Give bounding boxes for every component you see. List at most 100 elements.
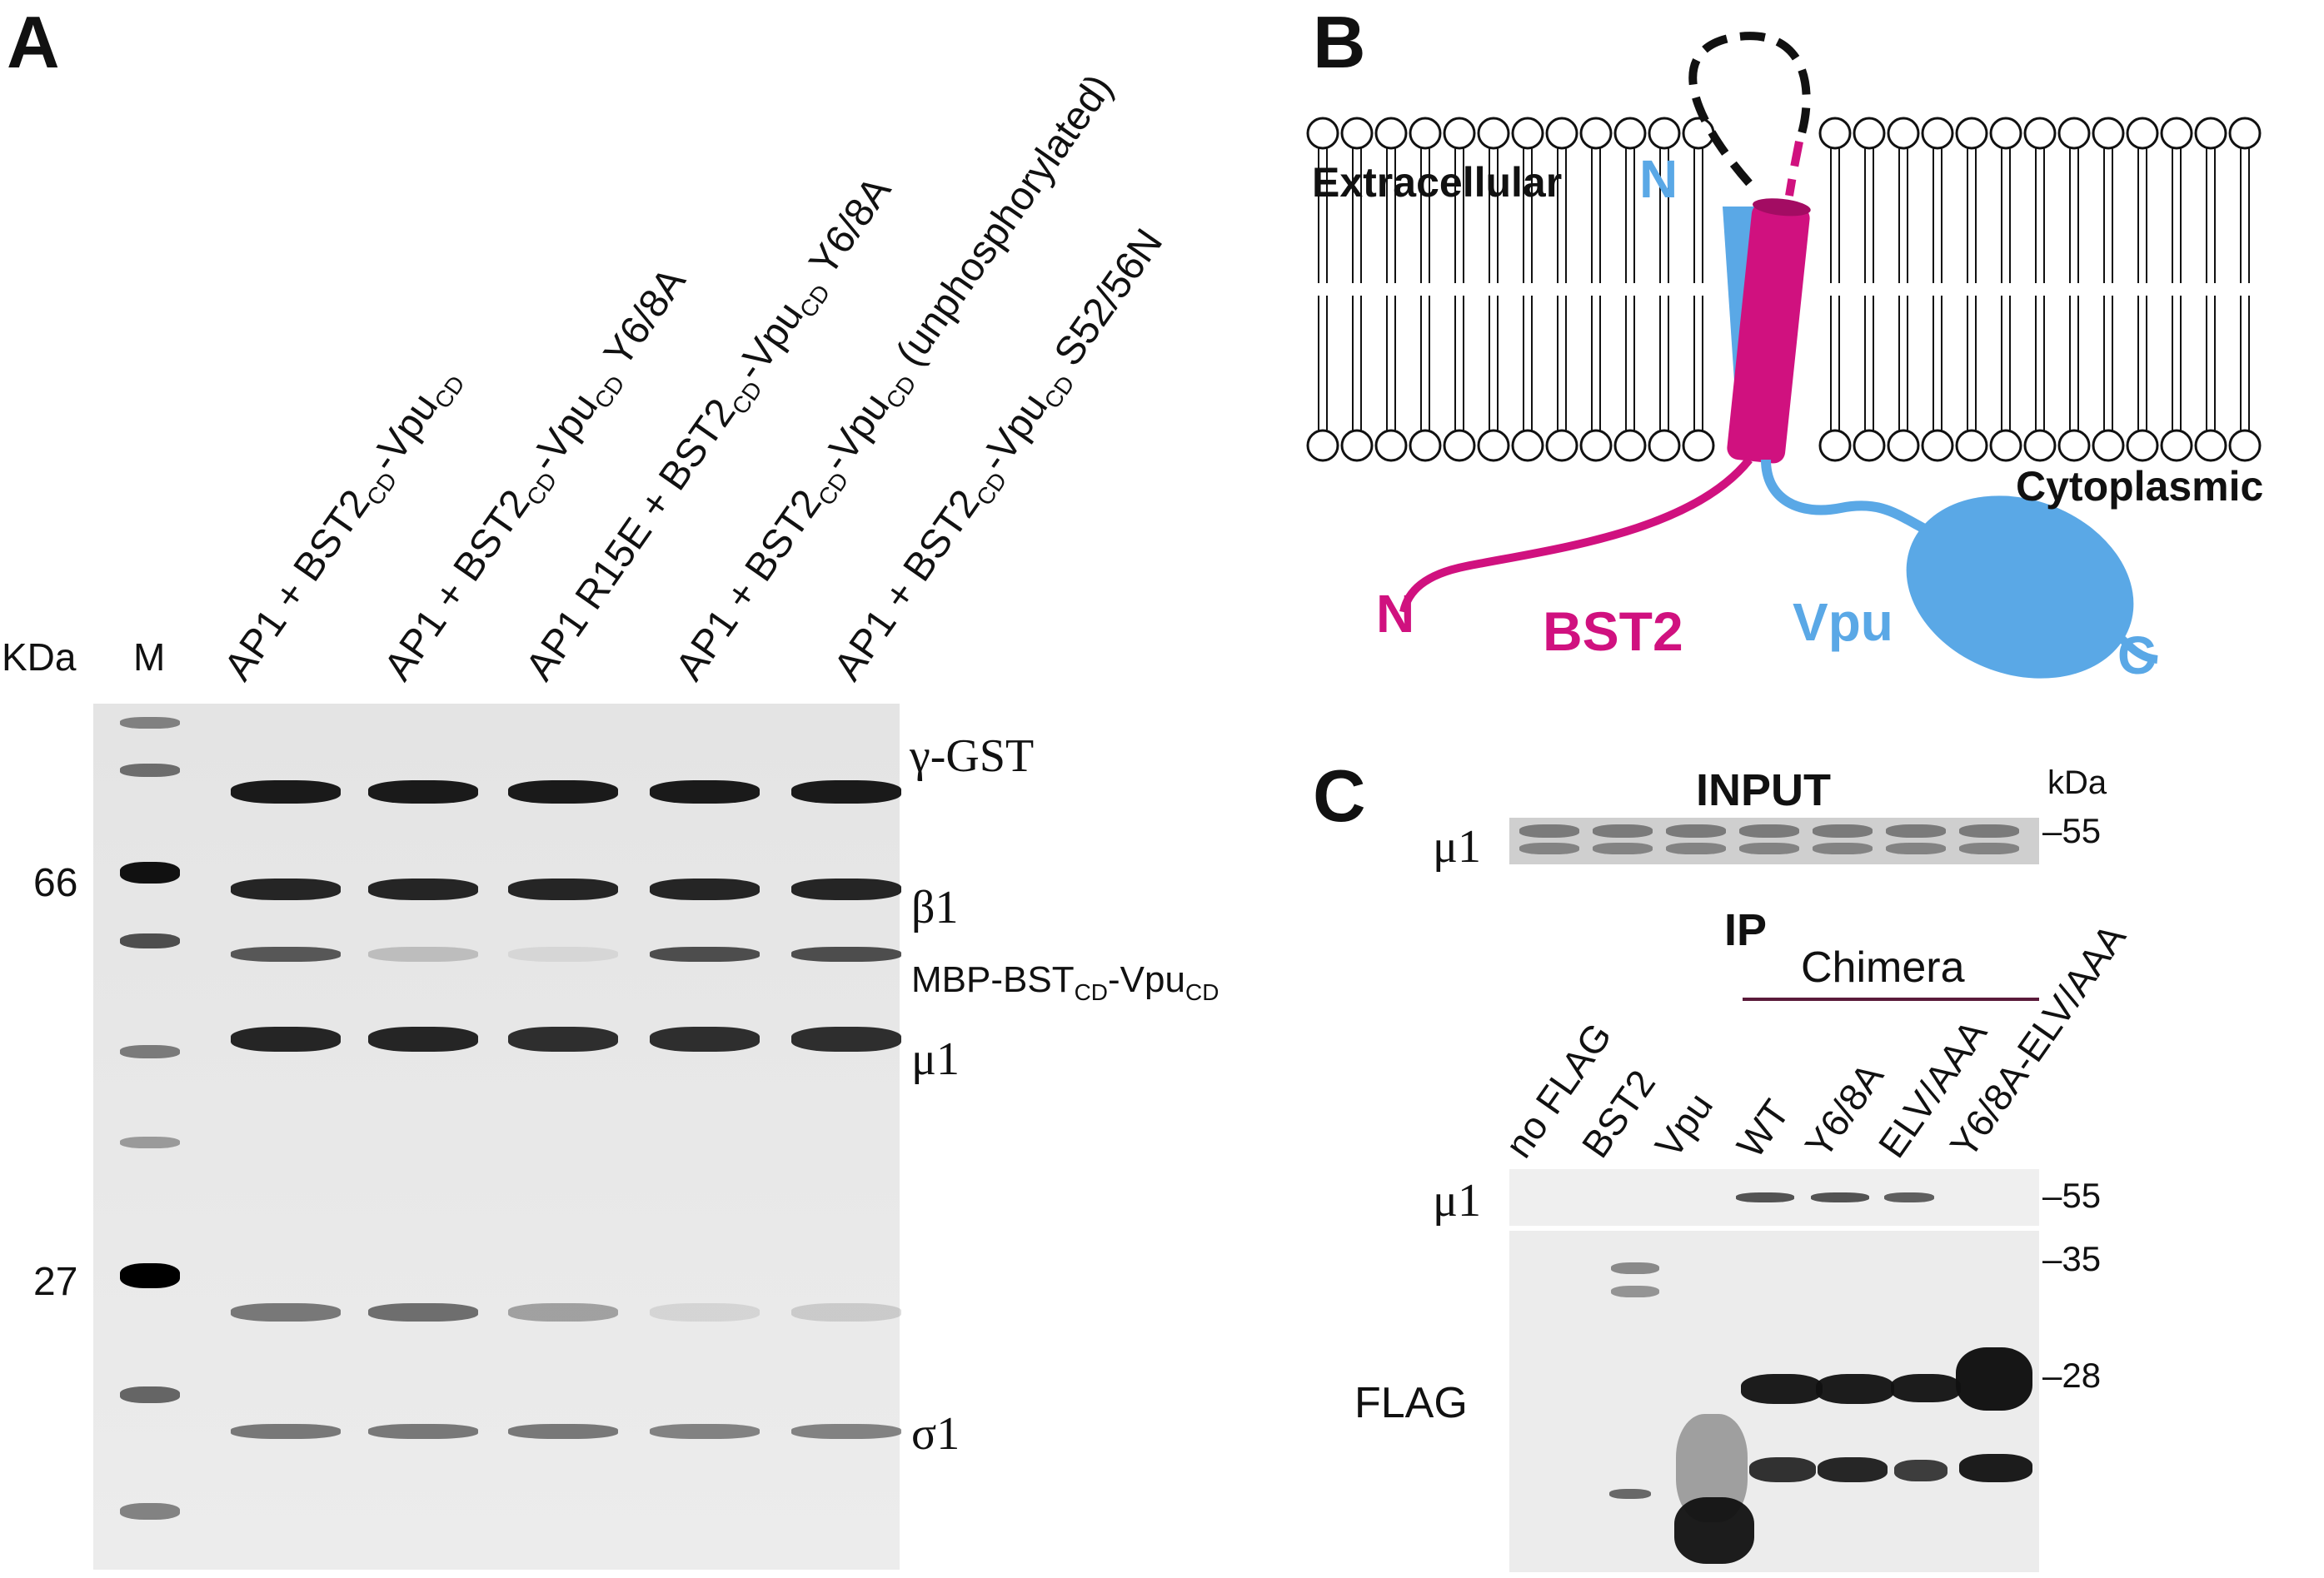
lipid-head	[2057, 429, 2091, 462]
input-blot	[1509, 818, 2039, 864]
lipid-head	[1887, 429, 1920, 462]
lipid-head	[1613, 117, 1647, 150]
lipid-head	[1955, 429, 1988, 462]
blot-band	[1519, 824, 1579, 838]
blot-band	[1959, 843, 2019, 854]
vpu-label: Vpu	[1793, 592, 1893, 652]
lane-label-a-5: AP1 + BST2CD-VpuCD S52/56N	[825, 221, 1175, 692]
blot-band	[1593, 843, 1653, 854]
gel-band	[231, 780, 341, 804]
lipid-head	[1853, 429, 1886, 462]
lane-label-c-4: WT	[1728, 1092, 1798, 1166]
bst2-transmembrane	[1727, 198, 1811, 464]
gel-band	[231, 1303, 341, 1322]
lipid-head	[1340, 429, 1374, 462]
blot-band	[1886, 843, 1946, 854]
blot-band	[1956, 1347, 2032, 1411]
sigma1-label: σ1	[911, 1408, 960, 1460]
lipid-head	[2126, 117, 2159, 150]
gel-band	[791, 1027, 901, 1052]
blot-band	[1959, 824, 2019, 838]
input-marker-55: –55	[2042, 811, 2102, 850]
lane-label-part: AP1 + BST2	[376, 481, 539, 689]
gel-band	[231, 1027, 341, 1052]
lipid-head	[1853, 117, 1886, 150]
blot-band	[1666, 843, 1726, 854]
marker-band	[120, 1137, 180, 1148]
mw-66: 66	[33, 861, 78, 905]
marker-band	[120, 717, 180, 729]
lipid-head	[1989, 117, 2022, 150]
gel-band	[650, 947, 760, 962]
lipid-head	[2023, 117, 2057, 150]
lipid-head	[1511, 429, 1544, 462]
lipid-head	[2092, 429, 2125, 462]
gel-band	[508, 1027, 618, 1052]
lipid-head	[2228, 117, 2262, 150]
lipid-bilayer	[1306, 117, 2262, 462]
lipid-head	[1545, 117, 1578, 150]
marker-band	[120, 1045, 180, 1058]
blot-band	[1894, 1460, 1947, 1481]
input-mu1-label: μ1	[1433, 821, 1482, 873]
kda-unit-label: kDa	[2047, 764, 2107, 801]
gel-band	[368, 1424, 478, 1439]
blot-band	[1749, 1457, 1816, 1482]
blot-band	[1813, 824, 1873, 838]
gel-band	[791, 1424, 901, 1439]
blot-band	[1816, 1374, 1894, 1404]
bst2-n-terminus-label: N	[1376, 584, 1415, 644]
lipid-head	[1374, 117, 1408, 150]
bst2-label: BST2	[1543, 600, 1683, 662]
lipid-head	[1682, 429, 1715, 462]
cytoplasmic-label: Cytoplasmic	[2016, 463, 2264, 510]
lipid-head	[1443, 429, 1476, 462]
ip-label: IP	[1724, 905, 1768, 955]
gel-band	[368, 879, 478, 900]
marker-band	[120, 933, 180, 948]
beta1-label: β1	[911, 882, 959, 933]
lipid-head	[2194, 117, 2227, 150]
blot-band	[1593, 824, 1653, 838]
blot-band	[1886, 824, 1946, 838]
mbp-label-mid: -Vpu	[1108, 959, 1185, 1000]
lipid-head	[1511, 117, 1544, 150]
vpu-cytoplasmic-tail	[1761, 459, 1935, 538]
mbp-label-sub1: CD	[1074, 978, 1109, 1005]
blot-band	[1609, 1489, 1651, 1499]
lipid-head	[1648, 117, 1681, 150]
lipid-head	[1613, 429, 1647, 462]
vpu-c-tail	[2112, 630, 2158, 664]
lipid-head	[2160, 117, 2193, 150]
input-title: INPUT	[1696, 765, 1831, 815]
lipid-head	[1921, 429, 1954, 462]
lipid-head	[1887, 117, 1920, 150]
blot-band	[1813, 843, 1873, 854]
gel-band	[231, 1424, 341, 1439]
panel-a-letter: A	[7, 1, 60, 83]
lane-label-part: S52/56N	[1040, 221, 1172, 384]
lipid-head	[2057, 117, 2091, 150]
lane-label-part: Y6/8A	[590, 260, 695, 384]
flag-label: FLAG	[1354, 1379, 1468, 1427]
lipid-head	[1989, 429, 2022, 462]
bst2-loop-segment	[1785, 141, 1803, 197]
lipid-head	[2023, 429, 2057, 462]
lipid-head	[2160, 429, 2193, 462]
kda-axis-label: KDa	[2, 635, 77, 679]
lipid-head	[2092, 117, 2125, 150]
mw-27: 27	[33, 1260, 78, 1304]
gel-band	[508, 947, 618, 962]
blot-band	[1666, 824, 1726, 838]
lipid-head	[1374, 429, 1408, 462]
blot-band	[1811, 1192, 1869, 1202]
marker-lane-label: M	[133, 635, 166, 679]
blot-band	[1736, 1192, 1794, 1202]
blot-band	[1674, 1497, 1754, 1564]
marker-band	[120, 862, 180, 884]
gel-band	[791, 879, 901, 900]
lipid-head	[1306, 429, 1339, 462]
blot-band	[1884, 1192, 1934, 1202]
gel-band	[508, 780, 618, 804]
lipid-head	[1682, 117, 1715, 150]
